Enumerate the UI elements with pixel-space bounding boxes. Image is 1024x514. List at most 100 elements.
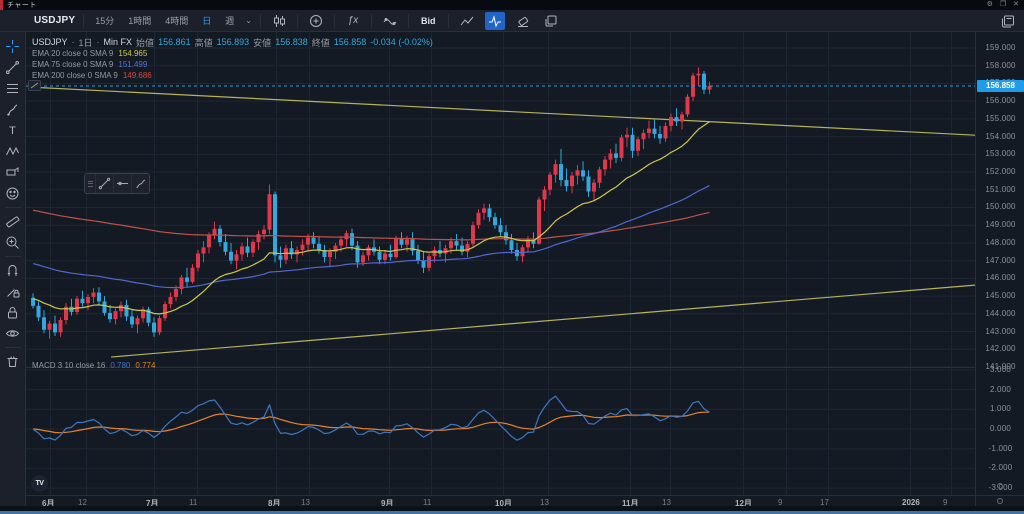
price-axis-label: 143.000 — [985, 326, 1016, 336]
macd-axis-label: 0.000 — [989, 424, 1012, 433]
price-axis-label: 155.000 — [985, 113, 1016, 123]
time-axis-label: 6月 — [42, 499, 55, 508]
ruler-tool[interactable] — [2, 211, 24, 232]
floating-draw-toolbar — [84, 173, 150, 194]
price-axis-label: 147.000 — [985, 255, 1016, 265]
time-axis-label: 9月 — [381, 499, 394, 508]
price-axis-label: 152.000 — [985, 167, 1016, 177]
legend-interval: 1日 — [78, 37, 93, 48]
time-axis-label: 12 — [78, 498, 87, 507]
toolbar-separator — [297, 13, 298, 28]
tradingview-logo[interactable]: TV — [31, 475, 48, 492]
macd-signal-value: 0.774 — [135, 361, 156, 370]
toolbar-separator — [83, 13, 85, 28]
macd-legend: MACD 3 10 close 16 0.780 0.774 — [32, 361, 155, 370]
bottom-status-strip — [0, 506, 1024, 514]
open-value: 156.861 — [158, 37, 191, 47]
axis-settings-icon[interactable] — [997, 483, 1003, 489]
legend-symbol[interactable]: USDJPY — [32, 37, 68, 47]
brush-tool[interactable] — [2, 99, 24, 120]
low-value: 156.838 — [275, 37, 308, 47]
emoji-tool[interactable] — [2, 183, 24, 204]
close-label: 終値 — [311, 37, 330, 48]
templates-icon[interactable] — [380, 12, 400, 30]
high-value: 156.893 — [216, 37, 250, 47]
drawing-lock-tool[interactable] — [2, 281, 24, 302]
horizontal-ray-icon[interactable] — [113, 174, 131, 193]
compare-add-button[interactable] — [306, 12, 326, 30]
time-axis-label: 10月 — [495, 499, 512, 508]
bid-ask-toggle[interactable]: Bid — [421, 15, 436, 26]
pulse-chart-button[interactable] — [484, 11, 505, 30]
close-icon[interactable]: ✕ — [1013, 1, 1019, 8]
timeframe-1day[interactable]: 日 — [202, 16, 212, 26]
session-status-icon[interactable] — [997, 498, 1003, 504]
sidebar-separator — [4, 207, 21, 208]
current-price-tag: 156.858 — [977, 79, 1024, 92]
price-axis-label: 142.000 — [985, 344, 1016, 354]
lock-all-tool[interactable] — [2, 302, 24, 323]
trend-line-icon[interactable] — [95, 174, 113, 193]
titlebar-accent — [0, 0, 3, 10]
layout-icon[interactable] — [541, 12, 561, 30]
close-value: 156.858 — [333, 37, 367, 47]
time-axis-label: 11月 — [622, 499, 639, 508]
macd-label[interactable]: MACD 3 10 close 16 — [32, 361, 106, 370]
zoom-in-tool[interactable] — [2, 232, 24, 253]
time-axis-label: 13 — [662, 498, 671, 507]
window-title: チャート — [7, 2, 37, 9]
chevron-down-icon[interactable]: ⌄ — [245, 16, 252, 25]
ema20-value: 154.965 — [118, 49, 148, 58]
timeframe-1week[interactable]: 週 — [225, 16, 235, 26]
time-axis-label: 8月 — [268, 499, 281, 508]
toolbar-separator — [371, 13, 372, 28]
time-axis-label: 12月 — [735, 499, 752, 508]
trend-line-tool[interactable] — [2, 57, 24, 78]
price-axis-label: 148.000 — [985, 237, 1016, 247]
drawing-sidebar: T — [0, 32, 26, 506]
price-axis-label: 144.000 — [985, 308, 1016, 318]
price-axis[interactable]: 159.000158.000157.000156.000155.000154.0… — [975, 32, 1024, 495]
trendline-marker-badge[interactable] — [28, 80, 41, 91]
price-axis-label: 150.000 — [985, 202, 1016, 212]
ema200-label[interactable]: EMA 200 close 0 SMA 9 — [32, 71, 118, 80]
time-axis-label: 7月 — [146, 499, 159, 508]
open-external-icon[interactable]: ❐ — [999, 1, 1007, 8]
line-chart-icon[interactable] — [457, 12, 477, 30]
xabcd-pattern-tool[interactable] — [2, 141, 24, 162]
eraser-icon[interactable] — [513, 12, 533, 30]
timeframe-15min[interactable]: 15分 — [95, 16, 115, 26]
remove-all-tool[interactable] — [2, 351, 24, 372]
toolbar-separator — [334, 13, 335, 28]
crosshair-tool[interactable] — [2, 36, 24, 57]
sidebar-separator — [4, 256, 21, 257]
time-axis-label: 11 — [423, 498, 432, 507]
chart-style-candles-button[interactable] — [269, 12, 289, 30]
magnet-tool[interactable] — [2, 260, 24, 281]
symbol-button[interactable]: USDJPY — [34, 15, 76, 26]
price-chart-canvas[interactable] — [26, 32, 975, 495]
indicators-fx-button[interactable]: ƒx — [347, 15, 359, 26]
settings-icon[interactable]: ⚙ — [986, 1, 993, 8]
timeframe-4hour[interactable]: 4時間 — [165, 16, 189, 26]
toolbar-separator — [408, 13, 409, 28]
ema75-value: 151.499 — [118, 60, 148, 69]
hide-all-tool[interactable] — [2, 323, 24, 344]
toolbar-separator — [447, 13, 449, 28]
brush-icon[interactable] — [131, 174, 149, 193]
time-axis[interactable]: 6月 12 7月 11 8月 13 9月 11 10月 13 11月 13 12月 9 17 2026 9 — [26, 495, 975, 508]
drag-handle[interactable] — [85, 180, 95, 187]
ema20-label[interactable]: EMA 20 close 0 SMA 9 — [32, 49, 114, 58]
change-value: -0.034 (-0.02%) — [370, 37, 433, 47]
macd-axis-label: -2.000 — [988, 463, 1013, 473]
time-axis-label: 9 — [778, 498, 783, 507]
price-axis-label: 145.000 — [985, 291, 1016, 301]
panels-icon[interactable] — [998, 12, 1018, 30]
open-label: 始値 — [136, 37, 155, 48]
timeframe-1hour[interactable]: 1時間 — [128, 16, 152, 26]
text-tool[interactable]: T — [9, 124, 16, 137]
forecast-position-tool[interactable] — [2, 162, 24, 183]
ema75-label[interactable]: EMA 75 close 0 SMA 9 — [32, 60, 114, 69]
legend-source: Min FX — [103, 37, 133, 47]
fib-lines-tool[interactable] — [2, 78, 24, 99]
